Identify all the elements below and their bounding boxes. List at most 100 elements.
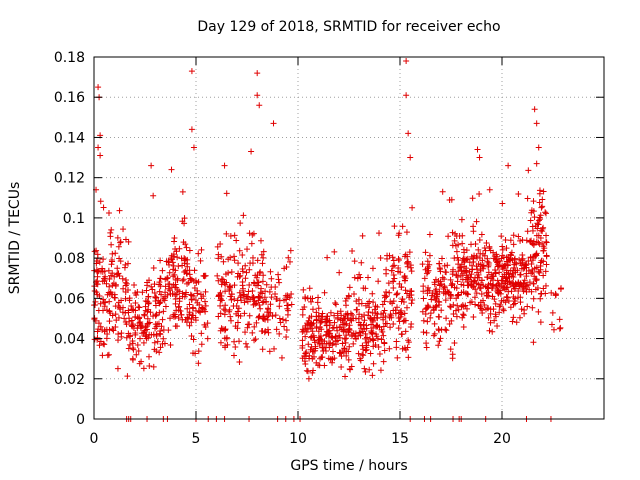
data-point-marker <box>146 353 153 360</box>
data-point-marker <box>367 350 374 357</box>
data-point-marker <box>310 367 317 374</box>
data-point-marker <box>306 355 313 362</box>
data-point-marker <box>518 306 525 313</box>
data-point-marker <box>522 285 529 292</box>
data-point-marker <box>159 267 166 274</box>
data-point-marker <box>103 307 110 314</box>
data-point-marker <box>407 288 414 295</box>
data-point-marker <box>369 336 376 343</box>
data-point-marker <box>120 226 127 233</box>
data-point-marker <box>234 308 241 315</box>
data-point-marker <box>477 303 484 310</box>
data-point-marker <box>183 244 190 251</box>
x-axis-label: GPS time / hours <box>290 458 407 474</box>
data-point-marker <box>268 275 275 282</box>
y-tick-label: 0.16 <box>54 90 85 106</box>
data-point-marker <box>419 308 426 315</box>
data-point-marker <box>500 306 507 313</box>
data-point-marker <box>317 333 324 340</box>
data-point-marker <box>144 282 151 289</box>
data-point-marker <box>167 315 174 322</box>
data-point-marker <box>214 272 221 279</box>
data-point-marker <box>152 294 159 301</box>
data-point-marker <box>242 275 249 282</box>
data-point-marker <box>484 292 491 299</box>
data-point-marker <box>256 294 263 301</box>
data-point-marker <box>548 321 555 328</box>
data-point-marker <box>195 250 202 257</box>
data-point-marker <box>538 204 545 211</box>
data-point-marker <box>390 257 397 264</box>
data-point-marker <box>146 331 153 338</box>
y-tick-label: 0.04 <box>54 332 85 348</box>
data-point-marker <box>403 229 410 236</box>
data-point-marker <box>497 290 504 297</box>
data-point-marker <box>530 241 537 248</box>
data-point-marker <box>438 326 445 333</box>
data-point-marker <box>245 294 252 301</box>
data-point-marker <box>115 331 122 338</box>
data-point-marker <box>338 363 345 370</box>
data-point-marker <box>472 301 479 308</box>
data-point-marker <box>239 251 246 258</box>
data-point-marker <box>231 253 238 260</box>
data-point-marker <box>446 321 453 328</box>
data-point-marker <box>250 294 257 301</box>
data-point-marker <box>435 342 442 349</box>
data-point-marker <box>445 233 452 240</box>
data-point-marker <box>403 92 410 99</box>
data-point-marker <box>150 264 157 271</box>
data-point-marker <box>95 84 102 91</box>
data-point-marker <box>196 301 203 308</box>
y-tick-label: 0.06 <box>54 291 85 307</box>
data-point-marker <box>476 154 483 161</box>
data-point-marker <box>197 308 204 315</box>
data-point-marker <box>134 314 141 321</box>
data-point-marker <box>311 337 318 344</box>
data-point-marker <box>187 291 194 298</box>
data-point-marker <box>449 229 456 236</box>
data-point-marker <box>227 254 234 261</box>
data-point-marker <box>336 269 343 276</box>
data-point-marker <box>503 245 510 252</box>
data-point-marker <box>455 261 462 268</box>
data-point-marker <box>460 255 467 262</box>
data-point-marker <box>100 299 107 306</box>
data-point-marker <box>428 296 435 303</box>
data-point-marker <box>424 318 431 325</box>
data-point-marker <box>379 328 386 335</box>
data-point-marker <box>378 336 385 343</box>
data-point-marker <box>485 314 492 321</box>
data-point-marker <box>484 274 491 281</box>
data-point-marker <box>381 340 388 347</box>
data-point-marker <box>190 144 197 151</box>
data-point-marker <box>315 312 322 319</box>
data-point-marker <box>384 320 391 327</box>
data-point-marker <box>468 281 475 288</box>
data-point-marker <box>215 313 222 320</box>
data-point-marker <box>521 277 528 284</box>
data-point-marker <box>426 231 433 238</box>
data-point-marker <box>341 327 348 334</box>
data-point-marker <box>474 146 481 153</box>
data-point-marker <box>152 312 159 319</box>
data-point-marker <box>349 311 356 318</box>
data-point-marker <box>270 120 277 127</box>
data-point-marker <box>106 283 113 290</box>
data-point-marker <box>380 332 387 339</box>
data-point-marker <box>371 306 378 313</box>
data-point-marker <box>115 303 122 310</box>
data-point-marker <box>134 342 141 349</box>
data-point-marker <box>531 214 538 221</box>
data-point-marker <box>486 243 493 250</box>
data-point-marker <box>404 260 411 267</box>
data-point-marker <box>386 289 393 296</box>
data-point-marker <box>498 277 505 284</box>
data-point-marker <box>468 241 475 248</box>
data-point-marker <box>510 232 517 239</box>
data-point-marker <box>176 245 183 252</box>
data-point-marker <box>377 255 384 262</box>
data-point-marker <box>171 291 178 298</box>
data-point-marker <box>122 295 129 302</box>
data-point-marker <box>332 301 339 308</box>
